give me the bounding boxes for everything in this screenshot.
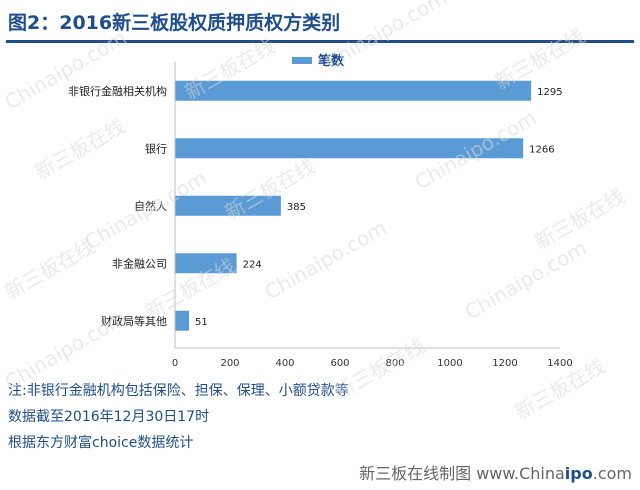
bar	[175, 195, 281, 216]
title-bar: 图2：2016新三板股权质押质权方类别	[0, 0, 640, 43]
data-label: 385	[287, 202, 306, 213]
data-label: 224	[243, 259, 262, 270]
category-label: 非银行金融相关机构	[68, 84, 167, 98]
footer-credit: 新三板在线制图 www.Chinaipo.com	[359, 460, 632, 484]
legend-label: 笔数	[318, 53, 345, 69]
category-label: 非金融公司	[112, 256, 167, 270]
x-tick-label: 1200	[492, 358, 517, 369]
footer-suffix: .com	[592, 464, 632, 483]
footer-brand: ipo	[564, 464, 593, 483]
bar	[175, 253, 237, 274]
x-tick-label: 800	[385, 358, 404, 369]
data-label: 1295	[537, 87, 562, 98]
x-tick-label: 600	[330, 358, 349, 369]
x-tick-label: 400	[275, 358, 294, 369]
bar	[175, 80, 532, 101]
x-tick-label: 1400	[547, 358, 572, 369]
x-tick-label: 1000	[437, 358, 462, 369]
title-underline	[6, 40, 634, 43]
data-label: 51	[195, 317, 208, 328]
page-title: 图2：2016新三板股权质押质权方类别	[8, 12, 341, 34]
bar	[175, 310, 190, 331]
data-label: 1266	[529, 144, 554, 155]
note-line: 注:非银行金融机构包括保险、担保、保理、小额贷款等	[8, 383, 349, 399]
notes: 注:非银行金融机构包括保险、担保、保理、小额贷款等 数据截至2016年12月30…	[8, 382, 628, 460]
footer-prefix: 新三板在线制图 www.China	[359, 464, 565, 483]
x-tick-label: 200	[220, 358, 239, 369]
category-label: 财政局等其他	[101, 314, 167, 328]
category-label: 自然人	[134, 199, 167, 213]
x-tick-label: 0	[172, 358, 178, 369]
bar	[175, 138, 524, 159]
category-label: 银行	[145, 141, 167, 155]
note-line: 根据东方财富choice数据统计	[8, 435, 194, 451]
note-line: 数据截至2016年12月30日17时	[8, 409, 210, 425]
legend-swatch	[292, 57, 312, 64]
